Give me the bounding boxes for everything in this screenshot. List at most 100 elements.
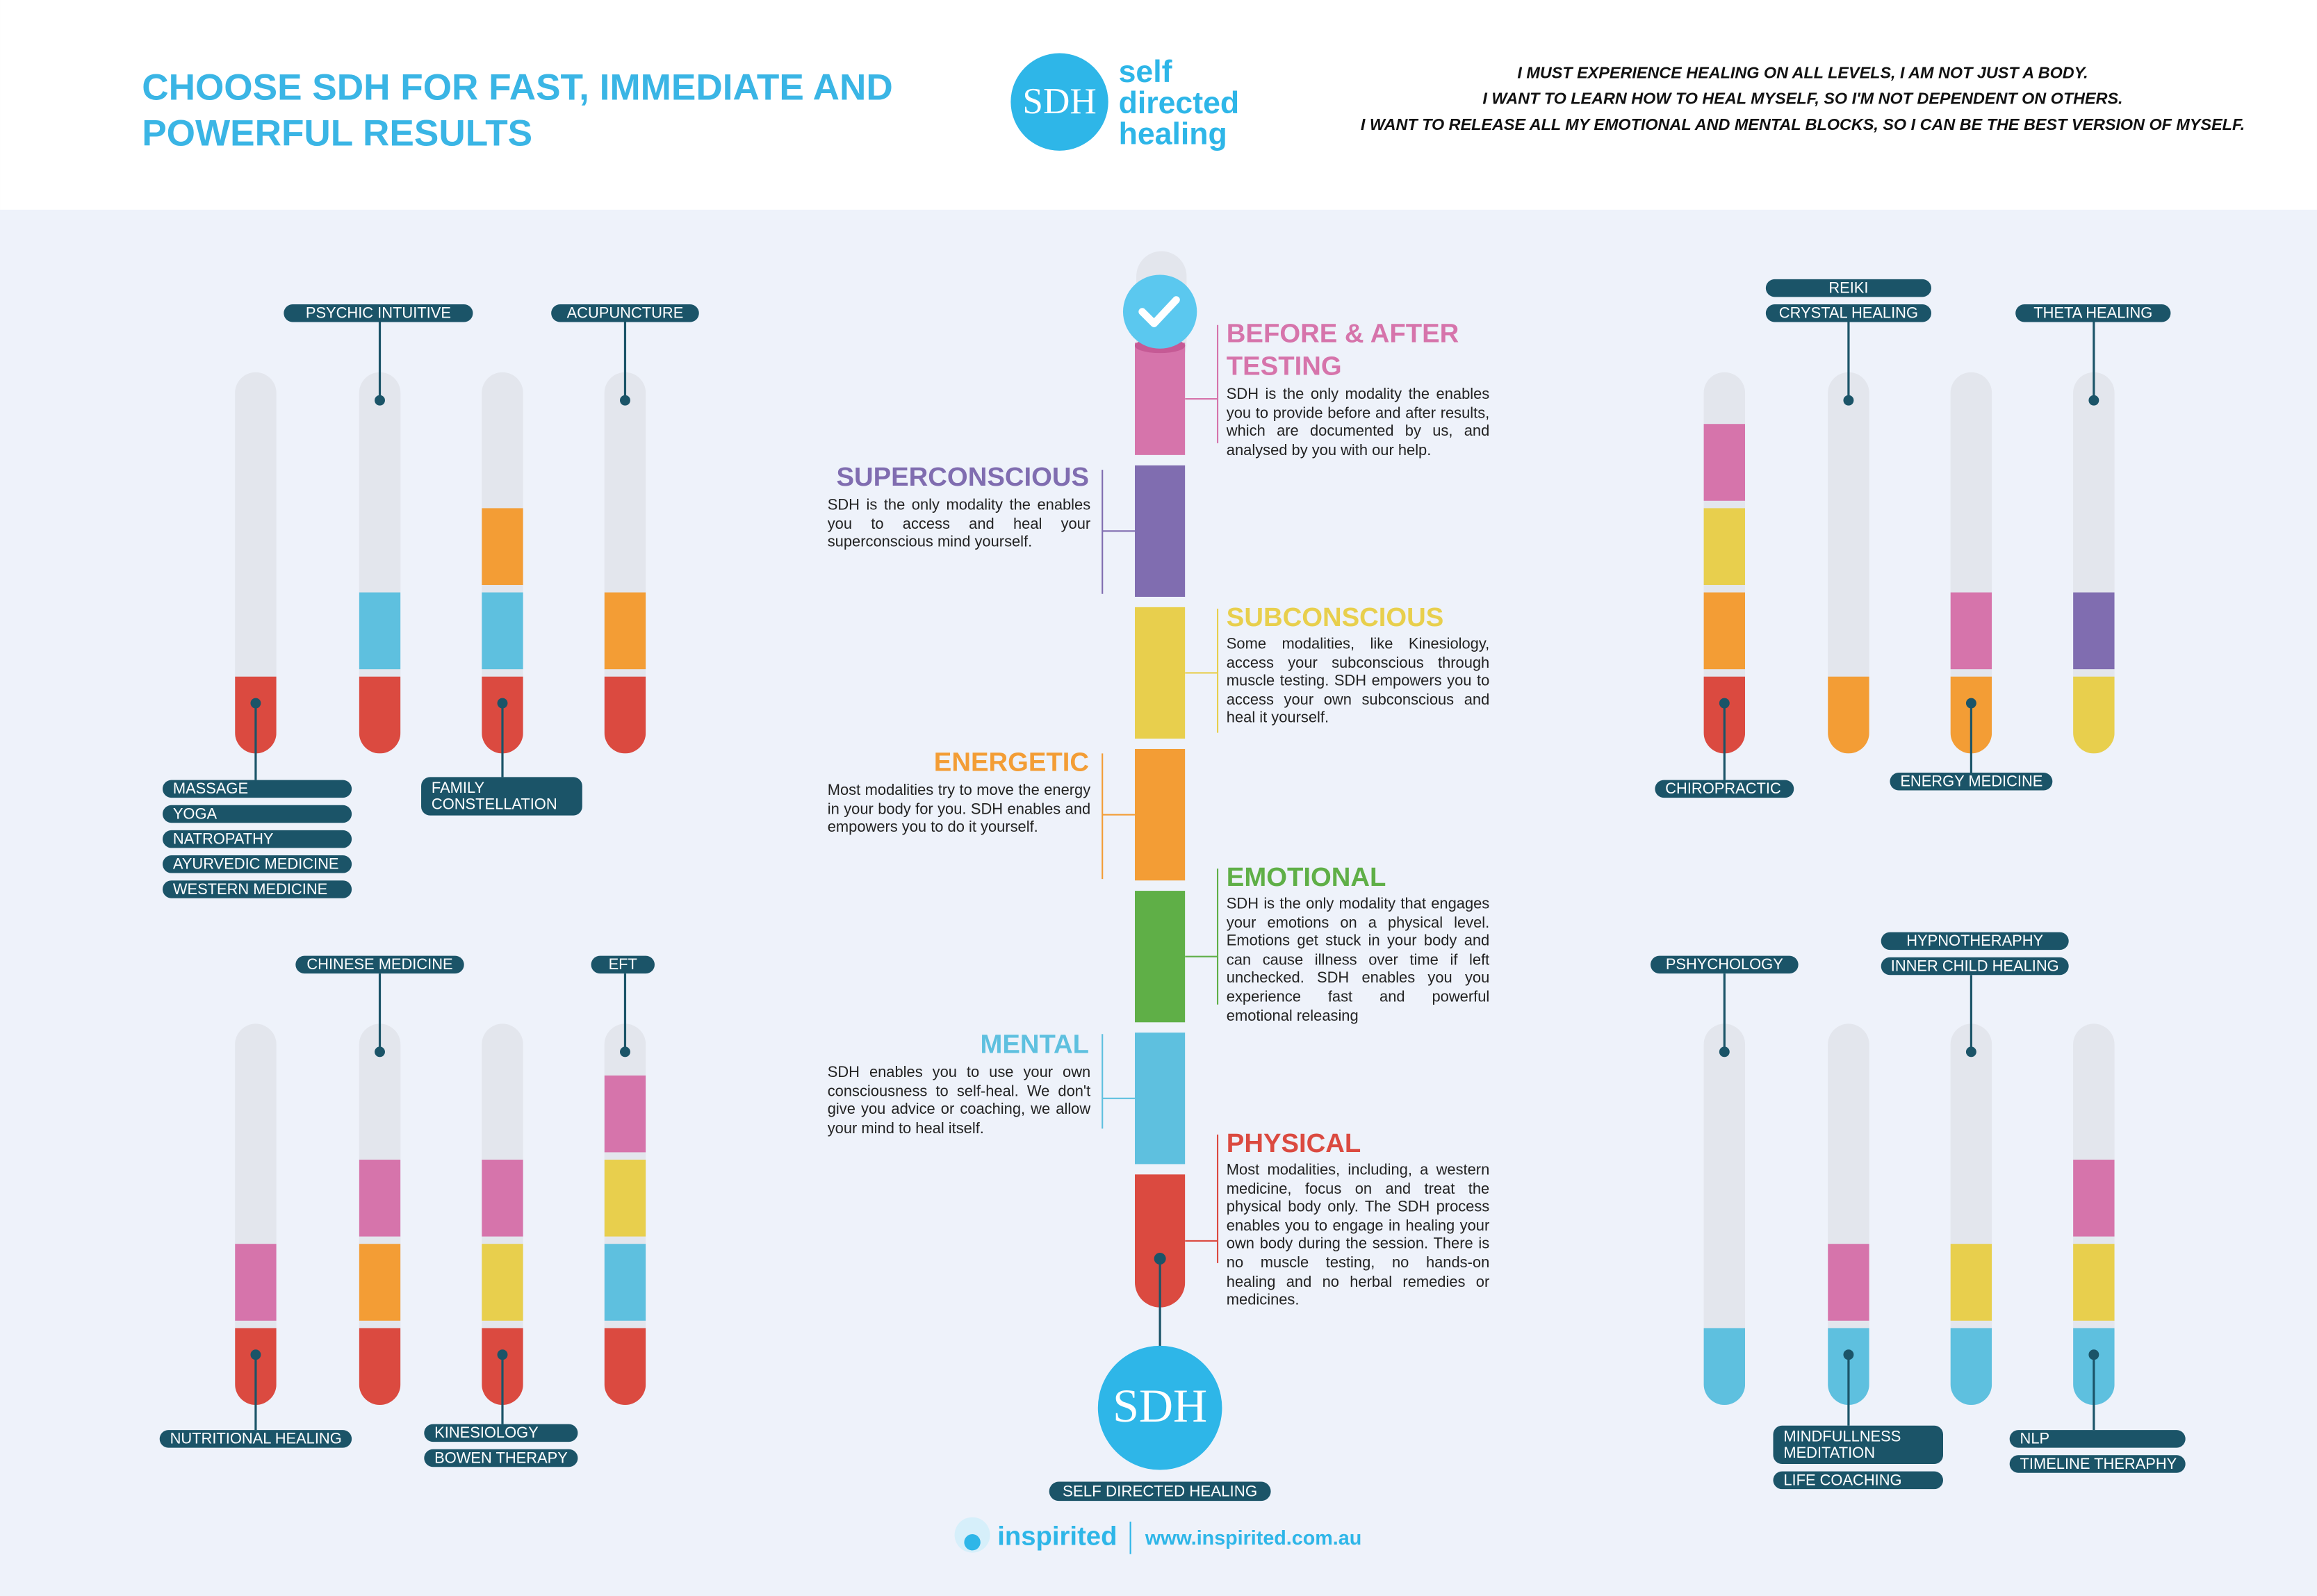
label-text: PSHYCHOLOGY (1666, 955, 1783, 973)
footer-url: www.inspirited.com.au (1145, 1527, 1361, 1549)
label-pill (424, 1424, 578, 1442)
tube-segment (1703, 424, 1746, 501)
tube-segment (1828, 1244, 1869, 1321)
level-segment (1134, 607, 1186, 739)
level-body-box: SDH is the only modality that engages yo… (1226, 896, 1490, 1025)
label-pill (1765, 304, 1931, 322)
label-pill (284, 304, 473, 322)
label-pill (162, 780, 352, 798)
statement: I WANT TO RELEASE ALL MY EMOTIONAL AND M… (1361, 115, 2245, 133)
tube-segment (1950, 1244, 1992, 1321)
level-body-box: SDH enables you to use your own consciou… (828, 1065, 1090, 1137)
tube-segment (2073, 1160, 2115, 1237)
level-body: Most modalities, including, a western me… (1226, 1162, 1490, 1310)
level-segment (1134, 343, 1186, 455)
tube-segment (482, 1160, 523, 1237)
connector-dot (375, 395, 385, 406)
check-mark (1138, 296, 1180, 327)
label-text: THETA HEALING (2033, 304, 2152, 322)
label-pill (162, 830, 352, 848)
label-text: EFT (609, 955, 637, 973)
level-body-box: Some modalities, like Kinesiology, acces… (1226, 636, 1490, 727)
label-text: MEDITATION (1783, 1444, 1875, 1461)
level-title: BEFORE & AFTER (1227, 319, 1459, 349)
page-title: POWERFUL RESULTS (142, 113, 532, 154)
label-text: LIFE COACHING (1783, 1471, 1901, 1488)
label-pill (1049, 1481, 1271, 1502)
tube-segment (482, 508, 523, 585)
connector-dot (250, 698, 261, 709)
statement: I MUST EXPERIENCE HEALING ON ALL LEVELS,… (1517, 63, 2088, 81)
level-segment (1134, 465, 1186, 597)
label-pill (1890, 772, 2053, 791)
label-text: MINDFULLNESS (1783, 1428, 1901, 1445)
tube-segment (359, 1160, 401, 1237)
label-pill (1881, 957, 2069, 976)
label-pill (295, 955, 464, 974)
logo-circle (1010, 53, 1108, 151)
label-text: TIMELINE THERAPHY (2020, 1455, 2177, 1472)
level-body: SDH is the only modality the enables you… (1226, 387, 1490, 459)
label-text: YOGA (173, 805, 218, 822)
level-title: PHYSICAL (1227, 1128, 1361, 1158)
header-band (0, 0, 2317, 210)
label-pill (551, 304, 699, 322)
logo-mark: SDH (1022, 81, 1096, 122)
level-title: MENTAL (980, 1029, 1089, 1059)
tube-segment (604, 1244, 646, 1321)
connector-dot (1719, 698, 1730, 709)
level-body: Most modalities try to move the energy i… (827, 782, 1091, 837)
tube-segment (604, 1328, 646, 1405)
level-body-box: SDH is the only modality the enables you… (1226, 387, 1490, 459)
label-text: HYPNOTHERAPHY (1906, 932, 2043, 949)
level-body: SDH is the only modality the enables you… (827, 497, 1091, 552)
level-segment (1134, 748, 1186, 881)
logo-word: healing (1119, 117, 1227, 151)
connector-dot (620, 395, 630, 406)
connector-dot (620, 1046, 630, 1058)
connector-dot (1965, 1046, 1976, 1058)
level-title: SUPERCONSCIOUS (836, 462, 1089, 492)
level-title: EMOTIONAL (1227, 862, 1386, 892)
tube-segment (604, 1160, 646, 1237)
connector-dot (2088, 1349, 2099, 1360)
statement: I WANT TO LEARN HOW TO HEAL MYSELF, SO I… (1482, 90, 2122, 108)
level-body: Some modalities, like Kinesiology, acces… (1226, 636, 1490, 727)
label-pill (2015, 304, 2171, 322)
tube-segment (2073, 592, 2115, 670)
tube-segment (359, 592, 401, 670)
label-pill (591, 955, 655, 974)
level-body-box: Most modalities try to move the energy i… (827, 782, 1091, 837)
level-segment (1134, 891, 1186, 1023)
connector-dot (375, 1046, 385, 1058)
label-pill (159, 1430, 352, 1448)
label-text: ENERGY MEDICINE (1900, 773, 2042, 790)
sdh-mark: SDH (1113, 1379, 1207, 1432)
tube-segment (359, 676, 401, 754)
connector-dot (250, 1349, 261, 1360)
label-text: BOWEN THERAPY (434, 1449, 568, 1466)
label-pill (1765, 279, 1931, 297)
logo-word: directed (1119, 86, 1240, 120)
label-text: MASSAGE (173, 780, 248, 797)
label-text: NUTRITIONAL HEALING (170, 1430, 342, 1447)
label-pill (1651, 955, 1799, 974)
connector-dot (2088, 395, 2099, 406)
connector-dot (497, 1349, 508, 1360)
connector-dot (1719, 1046, 1730, 1058)
level-body: SDH is the only modality that engages yo… (1226, 896, 1490, 1025)
label-text: CRYSTAL HEALING (1779, 304, 1918, 322)
label-text: REIKI (1828, 279, 1868, 296)
tube-segment (1703, 592, 1746, 670)
tube-segment (359, 1244, 401, 1321)
tube-segment (2073, 676, 2115, 754)
tube-segment (1828, 676, 1869, 754)
label-text: WESTERN MEDICINE (173, 880, 327, 898)
tube-segment (235, 1244, 277, 1321)
label-pill (162, 855, 352, 873)
label-text: KINESIOLOGY (434, 1424, 539, 1441)
connector-dot (497, 698, 508, 709)
label-pill (162, 880, 352, 898)
tube-segment (2073, 1244, 2115, 1321)
tube (235, 372, 277, 754)
